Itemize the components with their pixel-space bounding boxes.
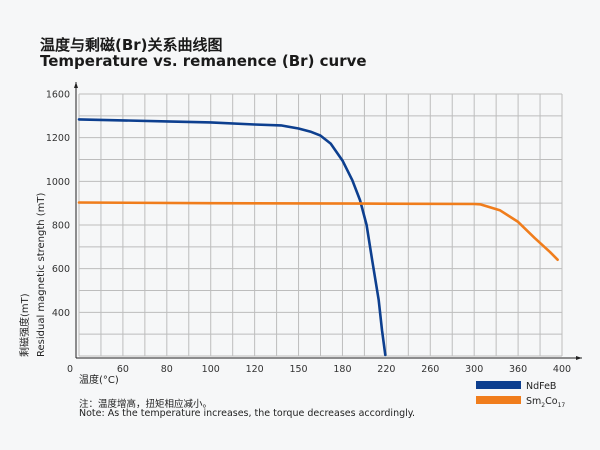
series-line-ndfeb [77,118,387,357]
x-tick-label: 400 [553,364,571,375]
note-en: Note: As the temperature increases, the … [79,408,416,419]
y-tick-label: 600 [52,264,70,275]
series-line-sm2co17 [77,201,559,261]
y-axis-label-en: Residual magnetic strength (mT) [36,192,47,357]
origin-label: 0 [67,364,73,375]
legend-swatch-ndfeb [476,381,521,389]
y-tick-label: 400 [52,308,70,319]
tick-labels: 60 80 100 120 150 180 220 260 300 360 400 400 600 800… [46,90,571,376]
y-tick-label: 1200 [46,133,70,144]
legend-swatch-sm2co17 [476,396,521,404]
legend-label-ndfeb: NdFeB [526,381,556,392]
axes [74,82,582,360]
chart-title-en: Temperature vs. remanence (Br) curve [40,52,367,70]
x-tick-label: 60 [117,364,129,375]
note-cn: 注：温度增高，扭矩相应减小。 [79,399,213,410]
x-tick-label: 360 [509,364,527,375]
y-axis-arrow [74,82,78,88]
series-lines [77,118,559,357]
x-tick-label: 180 [333,364,351,375]
y-tick-label: 800 [52,221,70,232]
chart-title-cn: 温度与剩磁(Br)关系曲线图 [40,36,223,54]
x-tick-label: 260 [421,364,439,375]
x-tick-label: 220 [377,364,395,375]
grid [78,93,563,357]
x-tick-label: 120 [246,364,264,375]
legend-label-sm2co17: Sm2Co17 [526,396,565,409]
x-tick-label: 100 [202,364,220,375]
x-tick-label: 80 [161,364,173,375]
y-axis-label-cn: 剩磁强度(mT) [18,293,31,357]
x-tick-label: 300 [465,364,483,375]
x-tick-label: 150 [289,364,307,375]
x-axis-label: 温度(°C) [79,373,119,386]
x-axis-arrow [576,356,582,360]
y-tick-label: 1000 [46,177,70,188]
legend: NdFeB Sm2Co17 [476,381,565,409]
y-tick-label: 1600 [46,90,70,101]
